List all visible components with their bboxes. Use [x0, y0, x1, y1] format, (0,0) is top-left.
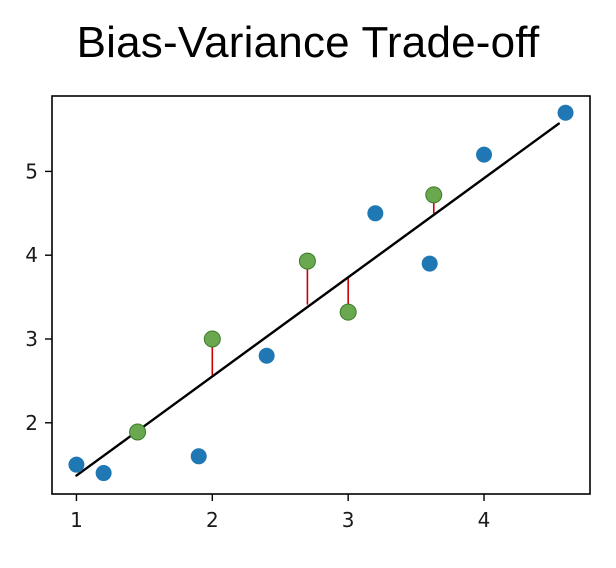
- y-tick-label: 5: [25, 159, 38, 183]
- green-data-point: [339, 303, 357, 321]
- green-data-point: [129, 423, 147, 441]
- chart-title: Bias-Variance Trade-off: [76, 18, 540, 67]
- y-axis-ticks: 2 3 4 5: [25, 159, 52, 435]
- y-tick-label: 2: [25, 411, 38, 435]
- green-data-point: [425, 186, 443, 204]
- plot-marks: [68, 104, 574, 482]
- blue-data-point: [557, 104, 574, 121]
- x-tick-label: 4: [478, 508, 491, 532]
- axes-frame: [51, 95, 591, 495]
- x-tick-label: 3: [342, 508, 355, 532]
- y-tick-label: 3: [25, 327, 38, 351]
- blue-data-point: [258, 347, 275, 364]
- blue-data-point: [367, 205, 384, 222]
- blue-data-point: [190, 448, 207, 465]
- blue-data-point: [476, 146, 493, 163]
- x-tick-label: 1: [70, 508, 83, 532]
- fitted-line: [75, 122, 560, 477]
- x-axis-ticks: 1 2 3 4: [70, 494, 490, 532]
- blue-data-point: [421, 255, 438, 272]
- green-data-point: [298, 252, 316, 270]
- green-data-point: [203, 330, 221, 348]
- y-tick-label: 4: [25, 243, 38, 267]
- blue-data-point: [95, 465, 112, 482]
- blue-data-point: [68, 456, 85, 473]
- x-tick-label: 2: [206, 508, 219, 532]
